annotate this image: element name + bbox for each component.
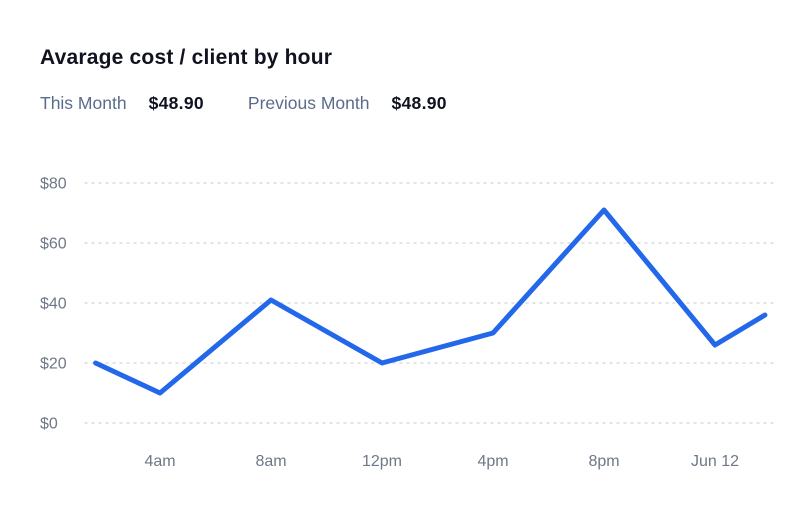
previous-month-value: $48.90 bbox=[391, 93, 447, 113]
x-axis-label: 4pm bbox=[477, 453, 508, 470]
y-axis-label: $0 bbox=[40, 416, 58, 433]
x-axis-label: 8am bbox=[255, 453, 286, 470]
cost-line-chart: $0 $20 $40 $60 $80 4am 8am 12pm 4pm 8pm Jun 12 bbox=[40, 176, 779, 470]
chart-title: Avarage cost / client by hour bbox=[40, 46, 333, 69]
x-axis-label: Jun 12 bbox=[691, 453, 739, 470]
x-axis-label: 8pm bbox=[588, 453, 619, 470]
y-axis-label: $60 bbox=[40, 236, 67, 253]
y-axis-label: $20 bbox=[40, 356, 67, 373]
x-axis-label: 4am bbox=[144, 453, 175, 470]
this-month-label: This Month bbox=[40, 93, 127, 113]
chart-legend: This Month $48.90 Previous Month $48.90 bbox=[40, 93, 447, 114]
x-axis-label: 12pm bbox=[362, 453, 402, 470]
this-month-value: $48.90 bbox=[148, 93, 204, 113]
previous-month-label: Previous Month bbox=[247, 93, 370, 113]
y-axis-label: $40 bbox=[40, 296, 67, 313]
y-axis-label: $80 bbox=[40, 176, 67, 193]
series-line-this-month bbox=[93, 207, 768, 396]
